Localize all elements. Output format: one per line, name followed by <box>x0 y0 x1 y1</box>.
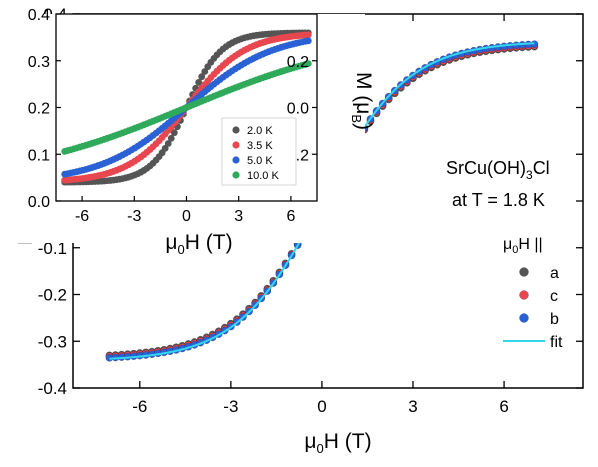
inset-point <box>195 78 203 86</box>
inset-point <box>164 140 172 147</box>
inset-data-layer <box>61 29 312 186</box>
main-y-tick-label: -0.2 <box>38 286 67 305</box>
svg-text:μ0H ||: μ0H || <box>503 236 543 256</box>
inset-left-y-tick-label: 0.2 <box>28 101 50 118</box>
main-legend-label-a: a <box>550 265 559 282</box>
inset-point <box>170 129 178 137</box>
inset-left-y-tick-label: 0.3 <box>28 54 50 71</box>
main-x-tick-label: -6 <box>132 397 147 416</box>
main-legend-marker-c <box>519 290 529 300</box>
inset-right-y-tick-label: 0.2 <box>287 54 309 71</box>
inset-x-tick-label: 6 <box>286 208 295 225</box>
inset-right-y-axis-label: M (μB) <box>349 72 375 130</box>
main-legend: μ0H || acb fit <box>503 236 563 351</box>
inset-series-5.0K <box>61 37 312 178</box>
main-legend-label-c: c <box>550 288 558 305</box>
main-y-tick-label: -0.3 <box>38 332 67 351</box>
inset-legend-marker <box>232 141 240 149</box>
inset-x-axis-label: μ0H (T) <box>165 231 232 257</box>
sample-annotation: SrCu(OH)3Cl at T = 1.8 K <box>446 158 550 210</box>
inset-left-y-tick-label: 0.4 <box>28 7 50 24</box>
inset-legend-label: 3.5 K <box>247 140 273 152</box>
inset-x-tick-label: 0 <box>182 208 191 225</box>
inset-x-tick-label: -3 <box>127 208 141 225</box>
inset-point <box>304 31 312 39</box>
inset-series-10.0K <box>61 60 312 155</box>
inset-right-y-tick-label: 0.0 <box>287 101 309 118</box>
main-legend-label-fit: fit <box>550 334 563 351</box>
inset-point <box>304 60 312 67</box>
inset-legend-marker <box>232 126 240 134</box>
main-legend-marker-b <box>519 313 529 323</box>
inset-legend-label: 5.0 K <box>247 155 273 167</box>
main-x-tick-label: -3 <box>223 397 238 416</box>
inset-point <box>167 134 175 142</box>
inset-x-tick-label: -6 <box>75 208 89 225</box>
inset-legend-marker <box>232 156 240 164</box>
inset-point <box>304 37 312 45</box>
main-x-axis-label: μ0H (T) <box>304 430 371 456</box>
main-x-tick-label: 6 <box>499 397 508 416</box>
inset-legend-label: 10.0 K <box>247 170 279 182</box>
main-x-tick-label: 0 <box>317 397 326 416</box>
main-y-tick-label: -0.4 <box>38 379 67 398</box>
inset-left-y-tick-label: 0.1 <box>28 147 50 164</box>
main-x-tick-label: 3 <box>408 397 417 416</box>
inset-x-tick-label: 3 <box>234 208 243 225</box>
main-plot: -6 -3 0 3 6 -0.4 -0.3 -0.2 -0.1 0.0 0.1 0.2 0.3 0.4 μ… <box>14 5 584 456</box>
inset-point <box>198 73 206 81</box>
inset-legend-marker <box>232 171 240 179</box>
inset-legend: 2.0 K 3.5 K 5.0 K 10.0 K <box>221 117 297 186</box>
inset-legend-label: 2.0 K <box>247 125 273 137</box>
main-legend-marker-a <box>519 267 529 277</box>
main-legend-label-b: b <box>550 311 559 328</box>
svg-text:SrCu(OH)3Cl: SrCu(OH)3Cl <box>446 158 550 182</box>
inset-left-y-tick-label: 0.0 <box>28 194 50 211</box>
main-y-tick-label: -0.1 <box>38 239 67 258</box>
svg-text:at T = 1.8 K: at T = 1.8 K <box>452 190 545 210</box>
